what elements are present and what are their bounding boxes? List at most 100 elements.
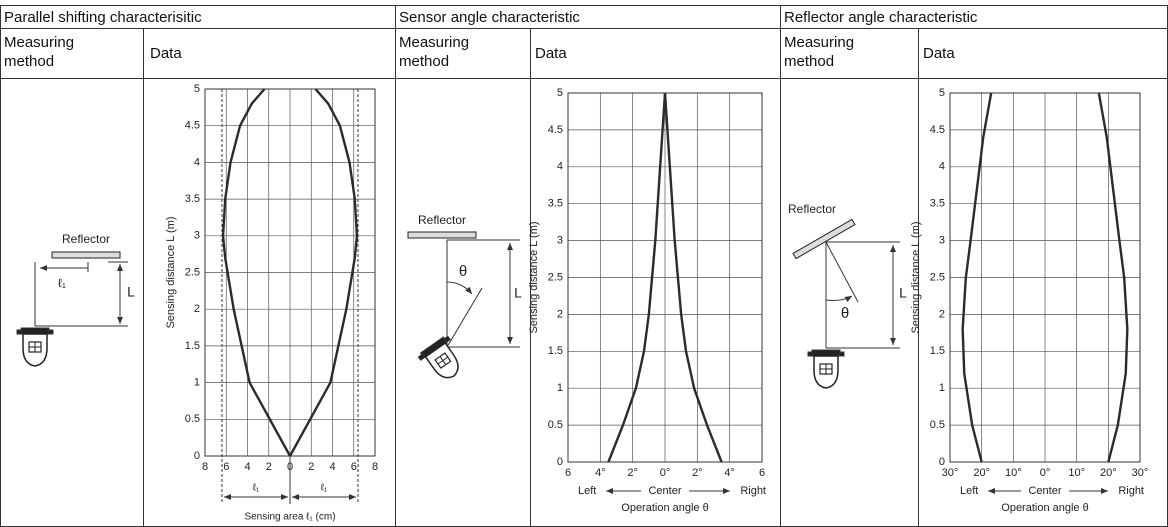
x-tick-label: 2 — [266, 461, 272, 473]
x-tick-label: 30° — [1132, 467, 1149, 479]
y-tick-label: 1 — [557, 382, 563, 394]
x-tick-label: 0 — [287, 461, 293, 473]
span-label: ℓ₁ — [321, 483, 328, 494]
x-tick-label: 30° — [942, 467, 959, 479]
x-tick-label: 0° — [1040, 467, 1051, 479]
curve — [221, 88, 292, 457]
diagram-label: θ — [459, 263, 467, 280]
y-tick-label: 0 — [939, 456, 945, 468]
y-tick-label: 3 — [557, 235, 563, 247]
diagram-label: Reflector — [418, 213, 466, 227]
diagram-label: Reflector — [62, 232, 110, 246]
x-tick-label: 20° — [973, 467, 990, 479]
header: Parallel shifting characterisitic — [4, 9, 202, 26]
y-tick-label: 3 — [194, 230, 200, 242]
diagram-label: L — [514, 285, 522, 301]
y-tick-label: 1 — [939, 382, 945, 394]
y-tick-label: 2 — [194, 303, 200, 315]
y-axis-label: Sensing distance L (m) — [528, 221, 540, 333]
x-tick-label: 6 — [223, 461, 229, 473]
x-tick-label: 6 — [351, 461, 357, 473]
x-tick-label: 4° — [595, 467, 606, 479]
y-tick-label: 2.5 — [548, 271, 563, 283]
direction-label: Left — [960, 485, 978, 497]
subheader: Measuring method — [399, 34, 470, 70]
x-tick-label: 8 — [372, 461, 378, 473]
y-tick-label: 2.5 — [930, 271, 945, 283]
subheader: Measuring method — [784, 34, 855, 70]
x-axis-label: Sensing area ℓ₁ (cm) — [244, 512, 335, 523]
x-tick-label: 2° — [627, 467, 638, 479]
subheader: Data — [150, 45, 182, 62]
diagram-label: Reflector — [788, 202, 836, 216]
curve — [961, 92, 993, 463]
x-tick-label: 2° — [692, 467, 703, 479]
y-tick-label: 3.5 — [548, 198, 563, 210]
y-tick-label: 1.5 — [930, 345, 945, 357]
y-tick-label: 5 — [194, 83, 200, 95]
span-guide — [221, 89, 359, 504]
x-tick-label: 10° — [1005, 467, 1022, 479]
direction-label: Right — [740, 485, 766, 497]
y-tick-label: 0.5 — [185, 413, 200, 425]
diagram — [16, 251, 128, 367]
x-tick-label: 20° — [1100, 467, 1117, 479]
y-tick-label: 1 — [194, 377, 200, 389]
direction-label: Center — [648, 485, 681, 497]
diagram-label: ℓ₁ — [58, 276, 66, 290]
diagram-label: L — [899, 285, 907, 301]
subheader: Measuring method — [4, 34, 75, 70]
x-tick-label: 0° — [660, 467, 671, 479]
x-tick-label: 6 — [759, 467, 765, 479]
direction-label: Left — [578, 485, 596, 497]
y-tick-label: 5 — [939, 87, 945, 99]
y-tick-label: 0.5 — [930, 419, 945, 431]
x-tick-label: 4 — [329, 461, 335, 473]
y-tick-label: 3.5 — [185, 193, 200, 205]
y-tick-label: 4.5 — [930, 124, 945, 136]
x-tick-label: 2 — [308, 461, 314, 473]
direction-label: Right — [1118, 485, 1144, 497]
x-axis-label: Operation angle θ — [621, 502, 708, 514]
x-tick-label: 4 — [244, 461, 250, 473]
y-tick-label: 4.5 — [185, 120, 200, 132]
diagram-label: θ — [841, 305, 849, 322]
curve — [288, 88, 359, 457]
y-tick-label: 3.5 — [930, 198, 945, 210]
x-tick-label: 4° — [724, 467, 735, 479]
y-tick-label: 4 — [194, 156, 200, 168]
y-tick-label: 5 — [557, 87, 563, 99]
y-tick-label: 0 — [557, 456, 563, 468]
y-tick-label: 4.5 — [548, 124, 563, 136]
x-axis-label: Operation angle θ — [1001, 502, 1088, 514]
y-axis-label: Sensing distance L (m) — [165, 216, 177, 328]
y-tick-label: 0 — [194, 450, 200, 462]
curve — [1097, 92, 1129, 463]
y-tick-label: 4 — [939, 161, 945, 173]
diagram-label: L — [127, 284, 135, 300]
y-tick-label: 0.5 — [548, 419, 563, 431]
diagram — [792, 218, 900, 389]
header: Reflector angle characteristic — [784, 9, 978, 26]
direction-label: Center — [1028, 485, 1061, 497]
curve — [663, 92, 723, 463]
plot-frame — [949, 92, 1141, 463]
y-tick-label: 1.5 — [548, 345, 563, 357]
y-tick-label: 2 — [939, 308, 945, 320]
subheader: Data — [923, 45, 955, 62]
subheader: Data — [535, 45, 567, 62]
y-tick-label: 2.5 — [185, 266, 200, 278]
header: Sensor angle characteristic — [399, 9, 580, 26]
y-axis-label: Sensing distance L (m) — [910, 221, 922, 333]
diagram — [407, 231, 520, 388]
curve — [607, 92, 667, 463]
y-tick-label: 2 — [557, 308, 563, 320]
x-tick-label: 10° — [1068, 467, 1085, 479]
x-tick-label: 8 — [202, 461, 208, 473]
y-tick-label: 3 — [939, 235, 945, 247]
x-tick-label: 6 — [565, 467, 571, 479]
y-tick-label: 1.5 — [185, 340, 200, 352]
span-label: ℓ₁ — [253, 483, 260, 494]
